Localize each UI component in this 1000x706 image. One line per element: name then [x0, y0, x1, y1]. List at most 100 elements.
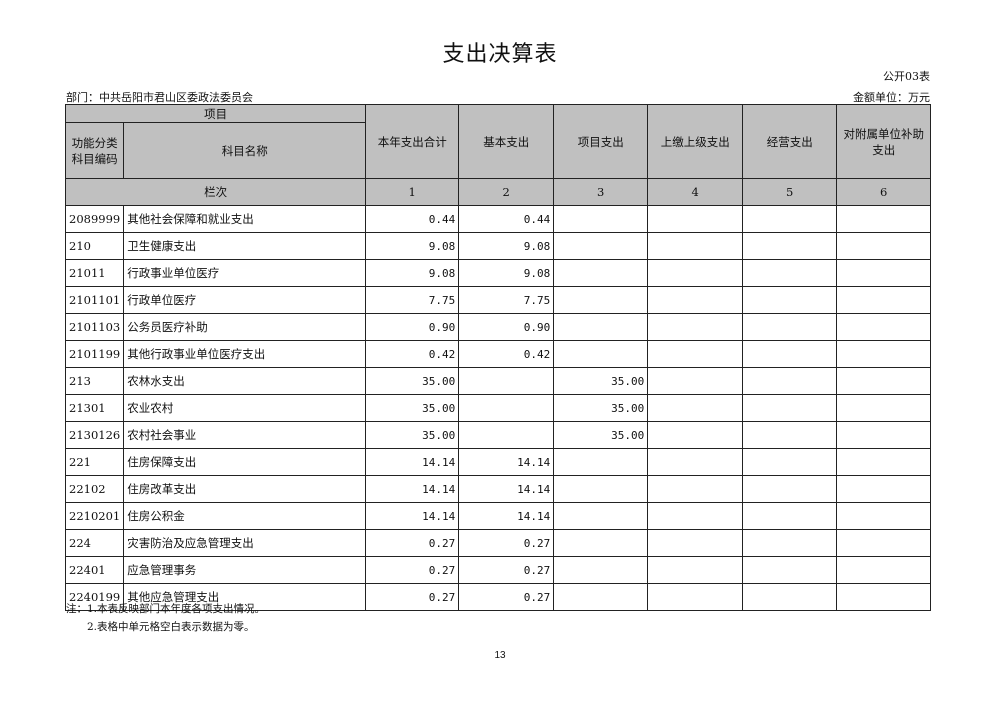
cell-value: 0.27: [458, 556, 555, 584]
cell-value: [647, 556, 744, 584]
row-label: 栏次: [64, 178, 367, 206]
cell-value: [836, 205, 932, 233]
cell-value: [647, 313, 744, 341]
table-row: 22102 住房改革支出 14.14 14.14: [64, 475, 932, 503]
cell-name: 其他应急管理支出: [123, 583, 367, 611]
cell-value: 0.90: [458, 313, 555, 341]
table-row: 2240199 其他应急管理支出 0.27 0.27: [64, 583, 932, 611]
cell-value: [836, 340, 932, 368]
cell-code: 2089999: [64, 205, 125, 233]
cell-code: 22102: [64, 475, 125, 503]
cell-name: 行政事业单位医疗: [123, 259, 367, 287]
header-col: 本年支出合计: [365, 104, 460, 179]
header-code: 功能分类科目编码: [64, 122, 125, 179]
cell-value: [836, 529, 932, 557]
cell-code: 21011: [64, 259, 125, 287]
cell-value: [553, 556, 649, 584]
cell-value: 35.00: [553, 367, 649, 395]
table-row: 21301 农业农村 35.00 35.00: [64, 394, 932, 422]
cell-value: 7.75: [365, 286, 460, 314]
cell-code: 224: [64, 529, 125, 557]
cell-value: [458, 394, 555, 422]
cell-name: 农业农村: [123, 394, 367, 422]
cell-code: 2101103: [64, 313, 125, 341]
cell-value: [836, 421, 932, 449]
table-row: 224 灾害防治及应急管理支出 0.27 0.27: [64, 529, 932, 557]
cell-value: [553, 475, 649, 503]
cell-value: 7.75: [458, 286, 555, 314]
cell-value: [742, 286, 838, 314]
cell-value: [742, 259, 838, 287]
cell-value: [742, 340, 838, 368]
col-num: 5: [742, 178, 838, 206]
cell-value: [647, 529, 744, 557]
header-name: 科目名称: [123, 122, 367, 179]
cell-value: [742, 448, 838, 476]
note: 2.表格中单元格空白表示数据为零。: [66, 621, 255, 633]
table-row: 2210201 住房公积金 14.14 14.14: [64, 502, 932, 530]
cell-code: 22401: [64, 556, 125, 584]
amount-unit: 金额单位：万元: [853, 91, 930, 104]
cell-value: 0.90: [365, 313, 460, 341]
cell-value: 0.27: [458, 583, 555, 611]
cell-value: 0.27: [458, 529, 555, 557]
table-row: 21011 行政事业单位医疗 9.08 9.08: [64, 259, 932, 287]
table-row: 221 住房保障支出 14.14 14.14: [64, 448, 932, 476]
cell-value: [836, 367, 932, 395]
cell-value: 0.44: [365, 205, 460, 233]
cell-value: [742, 583, 838, 611]
cell-value: [647, 367, 744, 395]
cell-value: 14.14: [365, 448, 460, 476]
cell-name: 农林水支出: [123, 367, 367, 395]
cell-value: [553, 529, 649, 557]
cell-value: [836, 502, 932, 530]
col-num: 2: [458, 178, 555, 206]
cell-value: 0.27: [365, 529, 460, 557]
cell-value: 35.00: [553, 421, 649, 449]
cell-name: 灾害防治及应急管理支出: [123, 529, 367, 557]
department: 部门：中共岳阳市君山区委政法委员会: [66, 91, 253, 104]
cell-value: [458, 367, 555, 395]
cell-name: 卫生健康支出: [123, 232, 367, 260]
table-row: 2130126 农村社会事业 35.00 35.00: [64, 421, 932, 449]
cell-value: [553, 583, 649, 611]
cell-value: 9.08: [458, 232, 555, 260]
cell-value: [836, 259, 932, 287]
cell-value: 0.42: [365, 340, 460, 368]
cell-code: 210: [64, 232, 125, 260]
cell-code: 2240199: [64, 583, 125, 611]
cell-value: [553, 502, 649, 530]
page-number: 13: [494, 650, 506, 661]
cell-code: 213: [64, 367, 125, 395]
cell-code: 2130126: [64, 421, 125, 449]
header-item: 项目: [64, 104, 367, 123]
cell-value: 9.08: [365, 232, 460, 260]
col-num: 6: [836, 178, 932, 206]
cell-value: 14.14: [458, 448, 555, 476]
cell-value: [553, 340, 649, 368]
cell-code: 2101101: [64, 286, 125, 314]
cell-value: [742, 529, 838, 557]
cell-value: [742, 205, 838, 233]
cell-value: [553, 313, 649, 341]
table-row: 213 农林水支出 35.00 35.00: [64, 367, 932, 395]
cell-name: 其他社会保障和就业支出: [123, 205, 367, 233]
cell-value: [647, 205, 744, 233]
expenditure-table: 项目 本年支出合计 基本支出 项目支出 上缴上级支出 经营支出 对附属单位补助支…: [64, 104, 932, 611]
cell-value: [836, 556, 932, 584]
cell-value: [742, 367, 838, 395]
cell-value: [647, 448, 744, 476]
cell-value: [553, 448, 649, 476]
table-row: 2101103 公务员医疗补助 0.90 0.90: [64, 313, 932, 341]
cell-value: [742, 394, 838, 422]
cell-value: 14.14: [458, 502, 555, 530]
cell-value: [647, 340, 744, 368]
cell-value: [647, 259, 744, 287]
cell-value: [647, 475, 744, 503]
header-col: 基本支出: [458, 104, 555, 179]
cell-value: 0.44: [458, 205, 555, 233]
cell-code: 2210201: [64, 502, 125, 530]
table-number: 公开03表: [883, 70, 930, 83]
table-row: 2101199 其他行政事业单位医疗支出 0.42 0.42: [64, 340, 932, 368]
cell-value: [836, 232, 932, 260]
